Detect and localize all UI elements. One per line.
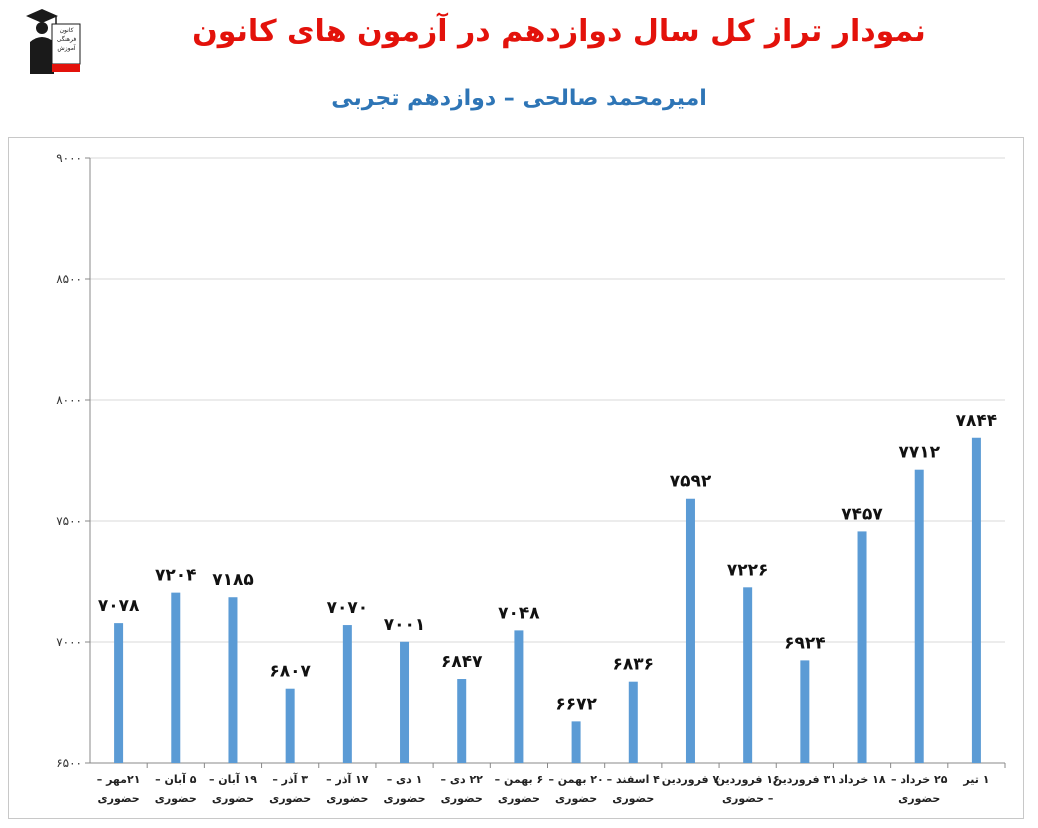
data-label: ۷۴۵۷ (841, 504, 883, 524)
x-tick-label: ۲۵ خرداد – (891, 773, 948, 786)
y-tick-label: ۸۰۰۰ (56, 393, 82, 407)
x-tick-label: حضوری (269, 792, 311, 805)
chart-subtitle: امیرمحمد صالحی – دوازدهم تجربی (331, 86, 707, 111)
bar (285, 688, 295, 763)
data-label: ۶۸۳۶ (613, 655, 655, 675)
bar (914, 469, 924, 763)
kanoon-logo: کانون فرهنگی آموزش قلم چی (22, 6, 82, 74)
bar (571, 721, 581, 763)
data-label: ۷۰۷۸ (98, 596, 140, 616)
x-tick-label: حضوری (383, 792, 425, 805)
data-label: ۶۸۴۷ (441, 652, 483, 672)
graduate-logo-icon (26, 9, 81, 74)
x-tick-label: ۲۰ بهمن – (548, 773, 603, 786)
bar (971, 437, 981, 763)
y-tick-label: ۸۵۰۰ (56, 272, 82, 286)
data-label: ۷۱۸۵ (212, 570, 254, 590)
x-tick-label: ۵ آبان – (155, 772, 197, 786)
chart-frame (8, 137, 1024, 819)
data-label: ۶۸۰۷ (269, 662, 311, 682)
data-label: ۷۵۹۲ (670, 472, 712, 492)
bar (342, 625, 352, 763)
logo-line: آموزش (57, 45, 76, 52)
data-label: ۷۰۰۱ (384, 615, 426, 635)
x-tick-label: ۳۱ فروردین (773, 773, 837, 786)
bar (857, 531, 867, 763)
x-tick-label: حضوری (498, 792, 540, 805)
bar (800, 660, 810, 763)
x-tick-label: حضوری (98, 792, 140, 805)
x-tick-label: ۶ بهمن – (495, 773, 544, 786)
x-tick-label: ۱ تیر (962, 773, 989, 786)
x-tick-label: حضوری (212, 792, 254, 805)
x-tick-label: ۷ فروردین (662, 773, 720, 786)
x-tick-label: حضوری (555, 792, 597, 805)
x-tick-label: ۳ آذر – (272, 772, 308, 786)
x-tick-label: ۱۹ آبان – (209, 772, 257, 786)
data-label: ۶۹۲۴ (784, 633, 826, 653)
bar (628, 681, 638, 763)
logo-line: قلم چی (56, 56, 77, 63)
x-tick-label: ۱۶ فروردین (716, 773, 780, 786)
bar (457, 679, 467, 763)
x-tick-label: ۱۸ خرداد (838, 773, 885, 786)
x-tick-label: حضوری (898, 792, 940, 805)
chart-title: نمودار تراز کل سال دوازدهم در آزمون های … (192, 14, 926, 49)
bar (400, 641, 410, 763)
data-label: ۷۷۱۲ (898, 443, 940, 463)
data-label: ۷۸۴۴ (956, 411, 998, 431)
bar (685, 498, 695, 763)
x-tick-label: حضوری (155, 792, 197, 805)
data-label: ۷۰۷۰ (327, 598, 369, 618)
data-label: ۷۲۲۶ (727, 560, 769, 580)
y-tick-label: ۶۵۰۰ (56, 756, 82, 770)
logo-text: کانون فرهنگی آموزش قلم چی (53, 26, 80, 64)
logo-line: فرهنگی (56, 36, 77, 43)
y-tick-label: ۷۰۰۰ (56, 635, 82, 649)
x-tick-label: ۲۱مهر – (97, 773, 141, 786)
x-tick-label: حضوری (326, 792, 368, 805)
x-tick-label: ۲۲ دی – (441, 773, 484, 786)
x-tick-label: ۴ اسفند – (607, 773, 661, 786)
bar (228, 597, 238, 763)
x-tick-label: حضوری (441, 792, 483, 805)
x-tick-label: ۱۷ آذر – (326, 772, 369, 786)
bar (743, 587, 753, 763)
y-tick-label: ۷۵۰۰ (56, 514, 82, 528)
x-tick-label: ۱ دی – (387, 773, 423, 786)
x-tick-label: – حضوری (722, 792, 773, 805)
data-label: ۷۲۰۴ (155, 566, 197, 586)
logo-line: کانون (59, 27, 74, 34)
y-tick-label: ۹۰۰۰ (56, 151, 82, 165)
bar (114, 623, 124, 763)
bar (171, 592, 181, 763)
data-label: ۶۶۷۲ (555, 694, 597, 714)
bar (514, 630, 524, 763)
data-label: ۷۰۴۸ (498, 603, 540, 623)
x-tick-label: حضوری (612, 792, 654, 805)
